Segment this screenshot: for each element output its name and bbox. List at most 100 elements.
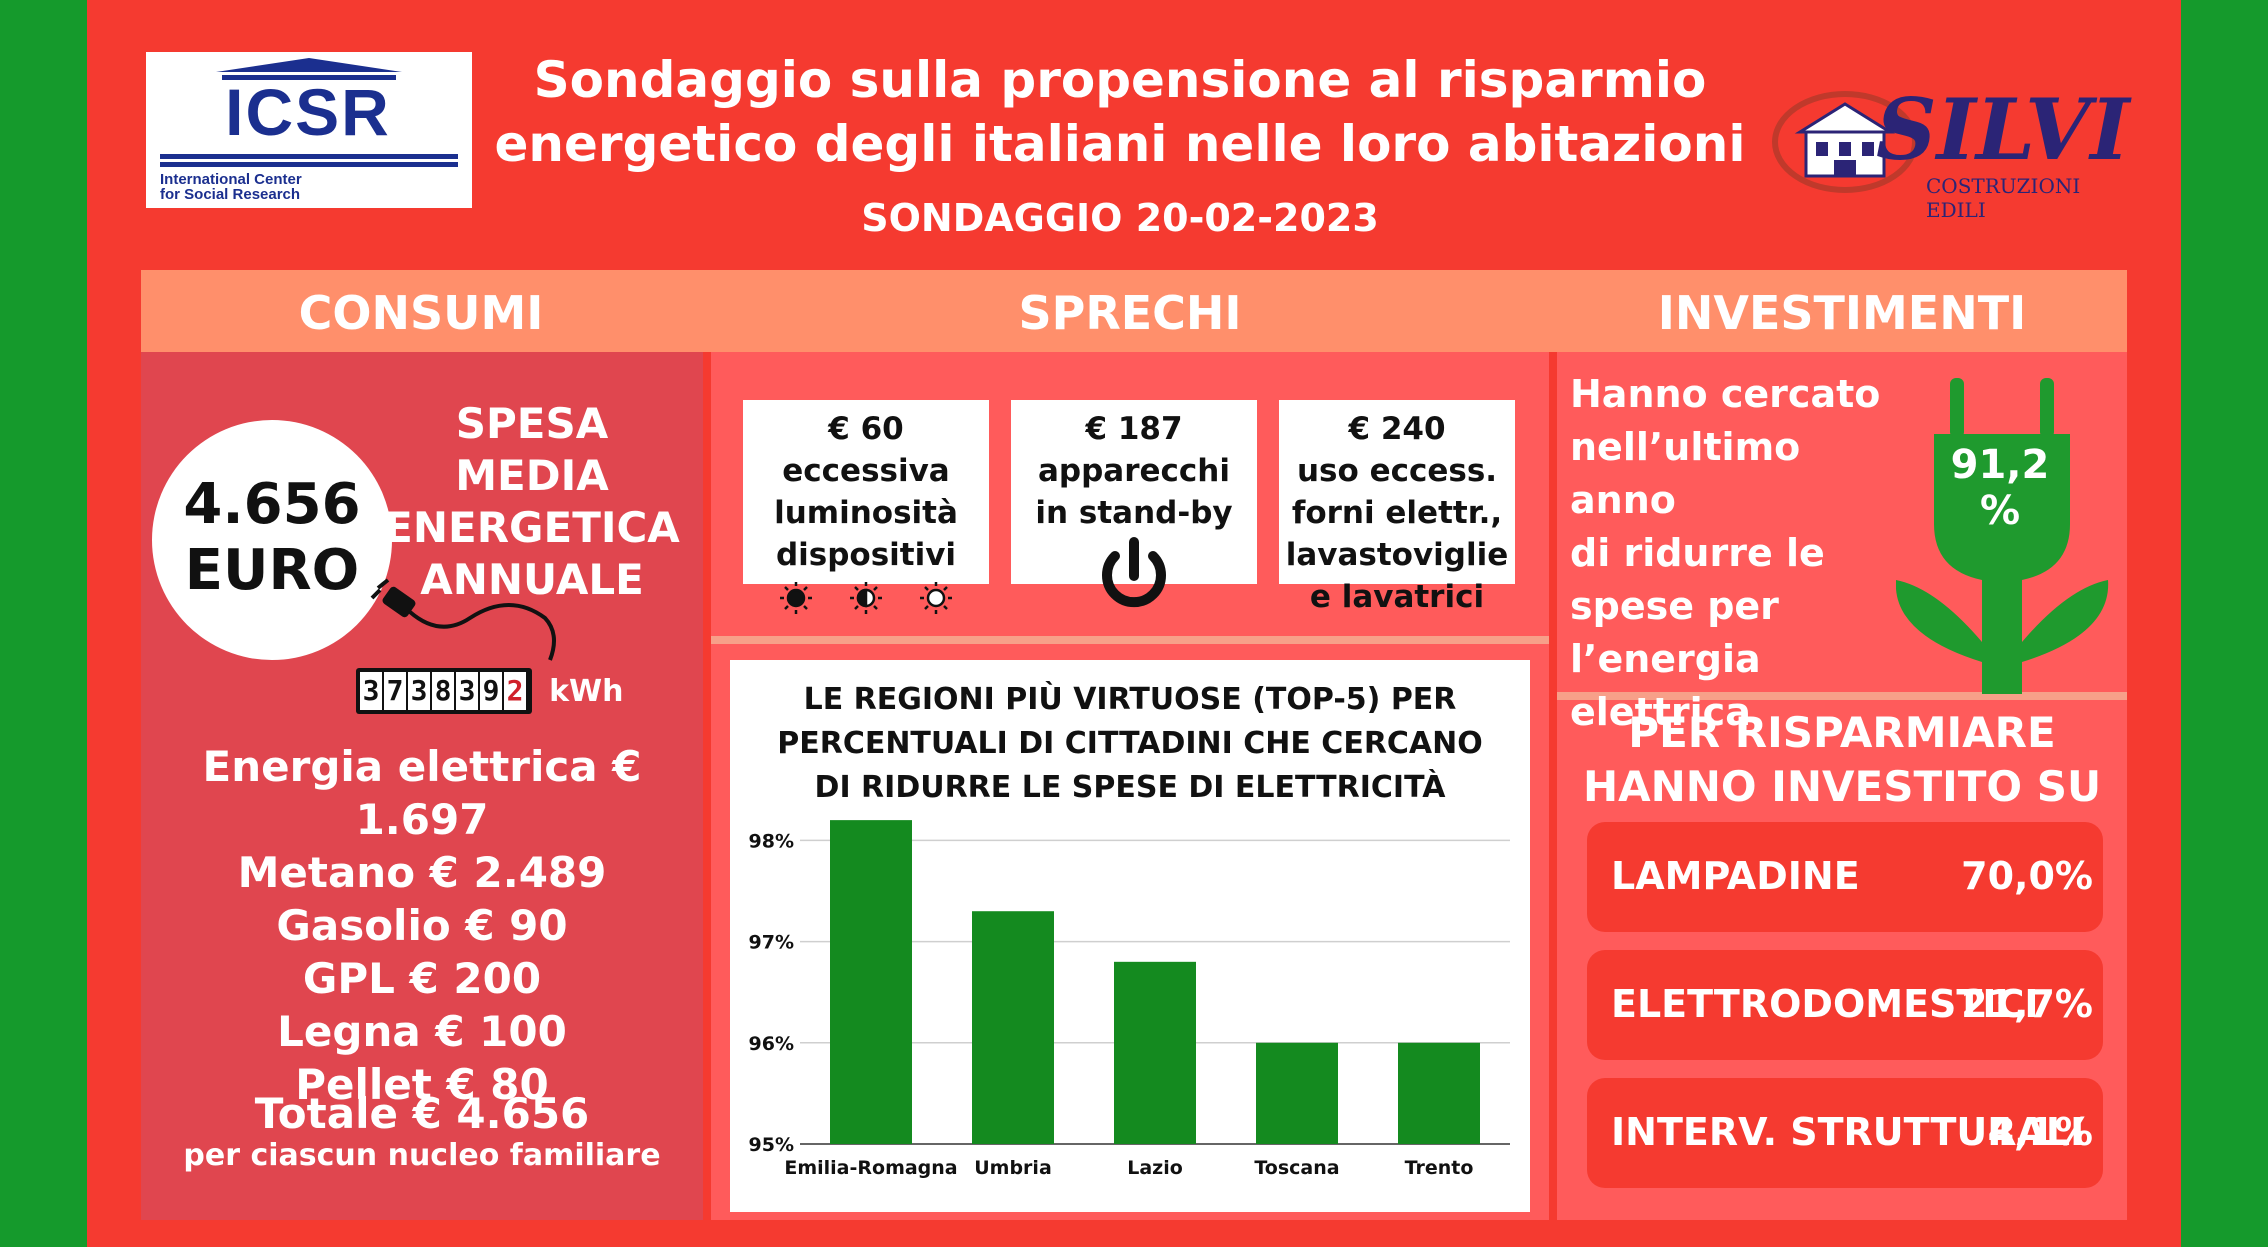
section-title-investimenti: INVESTIMENTI [1657,286,2027,340]
card-line: in stand-by [1035,495,1233,531]
card-line: forni elettr., [1291,495,1503,531]
chart-title-line1: LE REGIONI PIÙ VIRTUOSE (TOP-5) PER [803,682,1457,717]
chart-ytick-label: 97% [749,932,794,954]
consumi-item: Metano € 2.489 [237,848,607,897]
plug-pct-sign: % [1979,488,2021,534]
plug-cable-icon [370,578,556,661]
inv-text-line: di ridurre le [1570,531,1825,575]
inv-text-line: nell’ultimo anno [1570,425,1801,522]
chart-category-label: Trento [1405,1157,1474,1179]
icsr-logo-subtitle: International Center for Social Research [160,172,460,202]
title-line2: energetico degli italiani nelle loro abi… [494,115,1746,173]
investment-row-elettrodomestici: ELETTRODOMESTICI 21,7% [1587,950,2103,1060]
chart-ytick-label: 95% [749,1134,794,1156]
regions-chart: LE REGIONI PIÙ VIRTUOSE (TOP-5) PER PERC… [730,660,1530,1212]
investment-value: 4,1% [1987,1110,2093,1154]
card-amount: € 60 [828,411,904,447]
per-line1: PER RISPARMIARE [1628,708,2056,757]
consumi-item: Pellet € 80 [295,1060,549,1109]
totale-label: Totale € 4.656 [254,1089,590,1138]
silvi-logo: SILVI COSTRUZIONI EDILI [1770,62,2140,222]
chart-category-label: Toscana [1254,1157,1339,1179]
power-icon [1102,537,1166,608]
investment-label: ELETTRODOMESTICI [1611,982,2039,1026]
card-line: apparecchi [1038,453,1230,489]
icsr-subtitle-line1: International Center [160,171,302,188]
meter-digit: 3 [360,672,382,710]
totale-block: Totale € 4.656 per ciascun nucleo famili… [141,1090,703,1174]
icsr-logo-text: ICSR [225,75,391,149]
silvi-logo-subtitle: COSTRUZIONI EDILI [1926,174,2081,222]
consumi-item: Legna € 100 [277,1007,567,1056]
silvi-logo-text: SILVI [1876,80,2130,179]
section-title-sprechi: SPRECHI [1018,286,1242,340]
totale-sub: per ciascun nucleo familiare [183,1138,661,1173]
consumi-item: Gasolio € 90 [276,901,568,950]
chart-title-line2: PERCENTUALI DI CITTADINI CHE CERCANO [777,726,1483,761]
title-line1: Sondaggio sulla propensione al risparmio [533,51,1707,109]
chart-bar [830,820,912,1144]
spreco-card-standby: € 187 apparecchi in stand-by [1011,400,1257,608]
icsr-logo: ICSR International Center for Social Res… [146,52,472,208]
meter-digit: 8 [432,672,454,710]
chart-title: LE REGIONI PIÙ VIRTUOSE (TOP-5) PER PERC… [730,678,1530,810]
investment-row-strutturali: INTERV. STRUTTURALI 4,1% [1587,1078,2103,1188]
card-line: e lavatrici [1309,579,1485,615]
spesa-line3: ANNUALE [420,555,644,604]
card-line: uso eccess. [1296,453,1498,489]
meter-unit: kWh [549,673,624,709]
per-line2: HANNO INVESTITO SU [1582,762,2102,811]
spesa-line2: ENERGETICA [384,503,680,552]
card-line: lavastoviglie [1285,537,1509,573]
chart-bar [1114,961,1196,1144]
chart-title-line3: DI RIDURRE LE SPESE DI ELETTRICITÀ [814,770,1446,805]
inv-text-line: elettrica [1570,690,1751,734]
card-line: luminosità [774,495,958,531]
investimenti-divider [1557,692,2127,700]
chart-ytick-label: 96% [749,1033,794,1055]
card-line: eccessiva [782,453,950,489]
card-amount: € 187 [1085,411,1183,447]
total-spend-circle: 4.656 EURO [152,420,392,660]
investimenti-text: Hanno cercato nell’ultimo anno di ridurr… [1570,368,1900,739]
chart-bar [972,911,1054,1144]
circle-unit: EURO [184,538,360,603]
circle-value: 4.656 [183,472,361,537]
per-risparmiare-heading: PER RISPARMIARE HANNO INVESTITO SU [1557,706,2127,814]
meter-digit: 2 [504,672,526,710]
investment-row-lampadine: LAMPADINE 70,0% [1587,822,2103,932]
temple-icon [216,58,402,80]
chart-ytick-label: 98% [749,830,794,852]
consumi-list: Energia elettrica € 1.697 Metano € 2.489… [141,740,703,1111]
section-header-band: CONSUMI SPRECHI INVESTIMENTI [141,270,2127,352]
plug-percentage: 91,2 % [1920,442,2080,534]
chart-category-label: Emilia-Romagna [784,1157,957,1179]
inv-text-line: spese per [1570,584,1779,628]
investment-value: 70,0% [1961,854,2093,898]
section-title-consumi: CONSUMI [298,286,544,340]
investment-label: LAMPADINE [1611,854,1860,898]
chart-bar [1398,1042,1480,1144]
plug-pct-value: 91,2 [1950,442,2050,488]
investment-label: INTERV. STRUTTURALI [1611,1110,2085,1154]
chart-bar [1256,1042,1338,1144]
spreco-card-elettrodomestici: € 240 uso eccess. forni elettr., lavasto… [1279,400,1515,615]
spesa-line1: SPESA MEDIA [455,399,609,500]
page-title: Sondaggio sulla propensione al risparmio… [440,48,1800,176]
chart-category-label: Lazio [1127,1157,1183,1179]
card-amount: € 240 [1348,411,1446,447]
consumi-item: Energia elettrica € 1.697 [202,742,642,844]
meter-digit: 9 [480,672,502,710]
sprechi-divider [711,636,1549,644]
investment-value: 21,7% [1961,982,2093,1026]
green-plug-plant-icon [1896,378,2109,694]
icsr-subtitle-line2: for Social Research [160,186,301,203]
consumi-item: GPL € 200 [302,954,542,1003]
spreco-card-luminosita: € 60 eccessiva luminosità dispositivi [743,400,989,614]
spesa-media-label: SPESA MEDIA ENERGETICA ANNUALE [372,398,692,606]
meter-digit: 7 [384,672,406,710]
brightness-icon [780,582,952,614]
card-line: dispositivi [775,537,957,573]
